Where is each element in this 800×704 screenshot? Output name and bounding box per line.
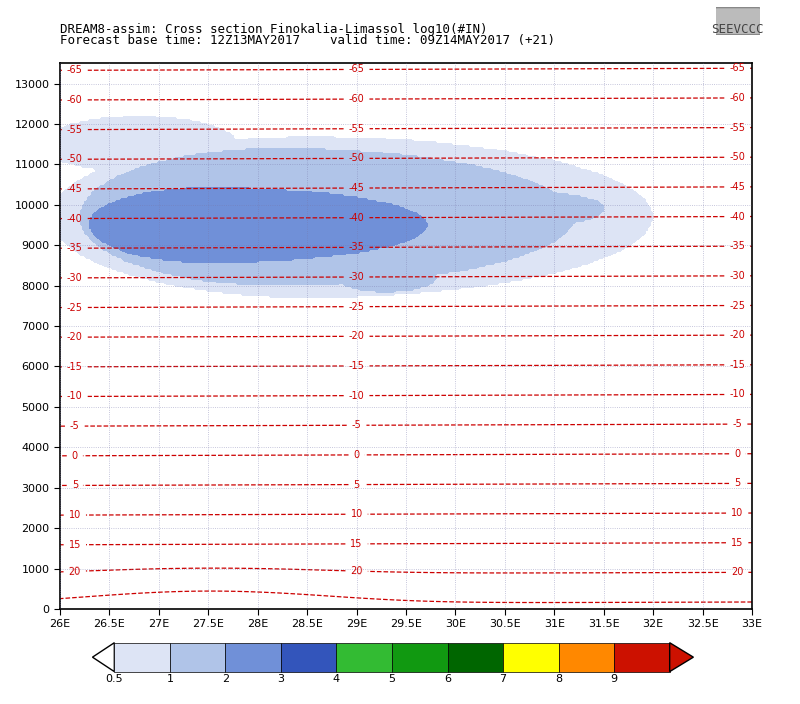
Text: 2: 2 — [222, 674, 229, 684]
Bar — [392, 643, 447, 672]
Text: -35: -35 — [349, 242, 365, 252]
Text: 5: 5 — [734, 479, 740, 489]
Text: -40: -40 — [349, 213, 365, 222]
Text: -60: -60 — [730, 93, 745, 103]
Text: -30: -30 — [349, 272, 365, 282]
Text: SEEVCCC: SEEVCCC — [711, 23, 764, 35]
Text: -65: -65 — [349, 64, 365, 75]
Text: -50: -50 — [67, 154, 82, 164]
Text: -55: -55 — [729, 122, 745, 132]
Polygon shape — [670, 643, 694, 672]
Text: -20: -20 — [349, 332, 365, 341]
Bar — [281, 643, 337, 672]
Bar — [503, 643, 558, 672]
Text: -5: -5 — [70, 421, 80, 431]
Text: 7: 7 — [499, 674, 506, 684]
Text: -55: -55 — [67, 125, 83, 134]
Text: -40: -40 — [67, 213, 82, 224]
Text: -10: -10 — [730, 389, 745, 399]
Text: Forecast base time: 12Z13MAY2017    valid time: 09Z14MAY2017 (+21): Forecast base time: 12Z13MAY2017 valid t… — [60, 34, 555, 46]
Text: 15: 15 — [69, 540, 81, 550]
Text: 15: 15 — [350, 539, 362, 549]
FancyBboxPatch shape — [710, 8, 765, 34]
Text: 20: 20 — [68, 566, 81, 577]
Text: 3: 3 — [278, 674, 285, 684]
Text: 0: 0 — [734, 448, 740, 459]
Text: -10: -10 — [67, 391, 82, 401]
Text: -55: -55 — [349, 124, 365, 134]
Text: 5: 5 — [389, 674, 395, 684]
Text: -30: -30 — [730, 271, 745, 281]
Text: 0: 0 — [354, 450, 360, 460]
Text: -25: -25 — [67, 303, 83, 313]
Text: -5: -5 — [732, 419, 742, 429]
Text: -15: -15 — [349, 361, 365, 371]
Text: -60: -60 — [349, 94, 365, 104]
Bar — [447, 643, 503, 672]
Text: -65: -65 — [67, 65, 82, 75]
Bar — [226, 643, 281, 672]
Text: -50: -50 — [730, 152, 745, 163]
Text: -45: -45 — [349, 183, 365, 193]
Text: -65: -65 — [730, 63, 745, 73]
Text: -60: -60 — [67, 95, 82, 105]
Text: -5: -5 — [352, 420, 362, 430]
Text: -30: -30 — [67, 273, 82, 283]
Text: 0: 0 — [72, 451, 78, 461]
Text: 10: 10 — [731, 508, 743, 518]
Text: 6: 6 — [444, 674, 451, 684]
Text: 5: 5 — [72, 480, 78, 491]
Text: 0.5: 0.5 — [106, 674, 123, 684]
Text: -15: -15 — [67, 362, 82, 372]
Text: 15: 15 — [731, 538, 743, 548]
Text: -35: -35 — [730, 241, 745, 251]
Text: -20: -20 — [730, 330, 745, 340]
Text: 5: 5 — [354, 479, 360, 489]
Text: 9: 9 — [610, 674, 618, 684]
Bar — [170, 643, 226, 672]
Bar — [337, 643, 392, 672]
Text: -20: -20 — [67, 332, 82, 342]
Text: -25: -25 — [349, 301, 365, 312]
Bar — [114, 643, 170, 672]
Text: -25: -25 — [729, 301, 745, 310]
Bar — [614, 643, 670, 672]
Text: DREAM8-assim: Cross section Finokalia-Limassol log10(#IN): DREAM8-assim: Cross section Finokalia-Li… — [60, 23, 487, 35]
Text: 20: 20 — [731, 567, 743, 577]
Text: -50: -50 — [349, 153, 365, 163]
Text: 4: 4 — [333, 674, 340, 684]
Bar — [558, 643, 614, 672]
Text: -10: -10 — [349, 391, 365, 401]
Text: 1: 1 — [166, 674, 174, 684]
Text: -45: -45 — [67, 184, 82, 194]
Polygon shape — [93, 643, 114, 672]
Text: 8: 8 — [555, 674, 562, 684]
Text: -35: -35 — [67, 243, 82, 253]
Text: 10: 10 — [350, 509, 362, 520]
Text: -40: -40 — [730, 211, 745, 222]
Text: 20: 20 — [350, 566, 363, 577]
Text: 10: 10 — [69, 510, 81, 520]
Text: -45: -45 — [730, 182, 745, 192]
Text: -15: -15 — [730, 360, 745, 370]
